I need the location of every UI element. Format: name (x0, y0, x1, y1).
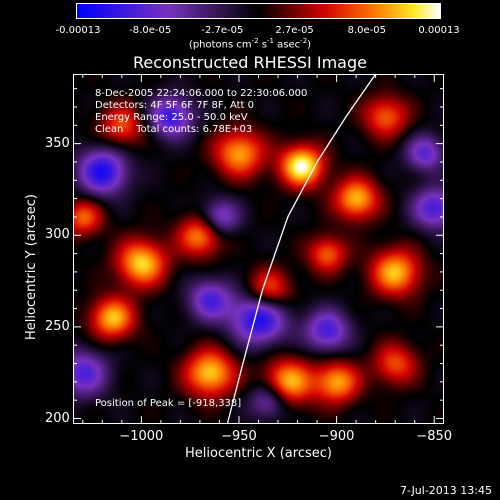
timestamp: 7-Jul-2013 13:45 (399, 484, 492, 497)
y-tick-label: 250 (45, 318, 70, 334)
colorbar (76, 3, 441, 19)
plot-overlay (73, 73, 444, 425)
colorbar-tick-label: 8.0e-05 (347, 25, 386, 36)
y-tick-label: 200 (45, 410, 70, 426)
x-tick-label: −900 (318, 429, 355, 444)
colorbar-tick-label: 2.7e-05 (275, 25, 314, 36)
annotation-time: 8-Dec-2005 22:24:06.000 to 22:30:06.000 (95, 88, 308, 99)
chart-title: Reconstructed RHESSI Image (133, 53, 367, 72)
y-tick-label: 350 (45, 135, 70, 151)
annotation-clean: Clean Total counts: 6.78E+03 (95, 124, 253, 135)
limb-curve (226, 73, 377, 425)
colorbar-tick-label: -8.0e-05 (129, 25, 172, 36)
colorbar-tick-label: -2.7e-05 (201, 25, 244, 36)
y-axis-label: Heliocentric Y (arcsec) (24, 194, 39, 340)
annotation-energy: Energy Range: 25.0 - 50.0 keV (95, 112, 248, 123)
annotation-detectors: Detectors: 4F 5F 6F 7F 8F, Att 0 (95, 100, 255, 111)
annotation-peak: Position of Peak = [-918,338] (95, 398, 242, 409)
colorbar-unit: (photons cm-2 s-1 asec-2) (188, 37, 312, 51)
colorbar-tick-label: 0.00013 (418, 25, 460, 36)
colorbar-tick-label: -0.00013 (55, 25, 101, 36)
rhessi-image (73, 74, 444, 424)
x-tick-label: −850 (416, 429, 453, 444)
x-tick-label: −950 (221, 429, 257, 444)
x-axis-label: Heliocentric X (arcsec) (185, 446, 332, 461)
y-tick-label: 300 (45, 227, 70, 243)
x-tick-label: −1000 (119, 429, 164, 444)
